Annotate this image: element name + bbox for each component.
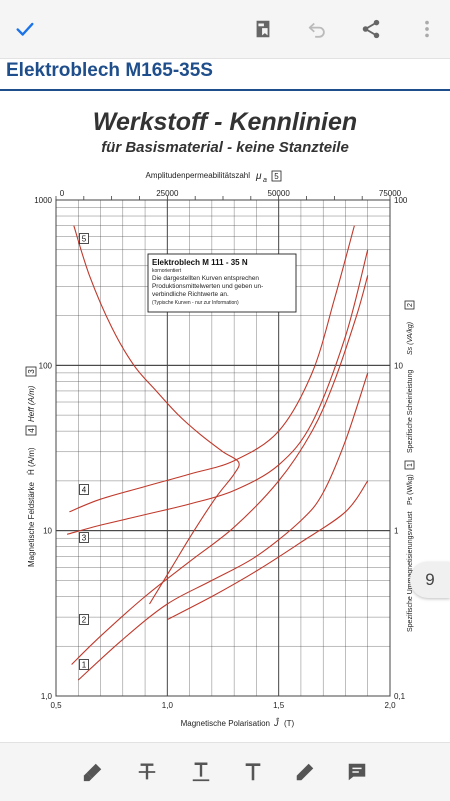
document-page[interactable]: Werkstoff - Kennlinien für Basismaterial …: [0, 92, 450, 737]
top-tick-label: 25000: [156, 189, 179, 198]
annotation-toolbar: [0, 742, 450, 801]
check-icon[interactable]: [10, 14, 40, 44]
curve-3: [66, 249, 369, 535]
y-label-left-text: Magnetische Feldstärke: [27, 482, 36, 567]
x-axis-unit: (T): [284, 719, 295, 728]
y-label-right2-text: Spezifische Ummagnetisierungsverlust: [407, 511, 414, 632]
curve-label: 2: [82, 616, 87, 625]
y-label-right2-box-text: 1: [407, 463, 414, 467]
curve-box-5-top: [271, 170, 282, 182]
title-underline: [0, 89, 450, 91]
info-box-title: Elektroblech M 111 - 35 N: [152, 258, 248, 267]
y-label-right-sym: Ss (VA/kg): [407, 322, 414, 355]
info-box-line: (Typische Kurven - nur zur Information): [152, 300, 239, 306]
share-icon[interactable]: [356, 14, 386, 44]
y-tick-label-right: 1: [394, 527, 399, 536]
x-tick-label: 1,0: [162, 701, 174, 710]
curve-4: [69, 225, 355, 513]
x-tick-label: 1,5: [273, 701, 285, 710]
more-icon[interactable]: [412, 14, 442, 44]
chart-subtitle: für Basismaterial - keine Stanzteile: [101, 139, 349, 156]
curve-label-box: [79, 532, 89, 543]
y-label-right2-box: [404, 460, 415, 470]
strikethrough-icon[interactable]: [132, 757, 162, 787]
top-tick-label: 50000: [268, 189, 291, 198]
curve-label: 3: [82, 534, 87, 543]
y-label-left-box4: [25, 425, 37, 436]
info-box-line: kornorientiert: [152, 268, 182, 274]
x-axis-label: Magnetische Polarisation: [181, 719, 270, 728]
y-label-right2-sym: Ps (W/kg): [407, 474, 414, 505]
undo-icon[interactable]: [302, 14, 332, 44]
y-label-right-box: [404, 300, 415, 310]
top-axis-label: Amplitudenpermeabilitätszahl: [146, 171, 251, 180]
info-box-line: Die dargestellten Kurven entsprechen: [152, 275, 259, 282]
x-tick-label: 2,0: [384, 701, 396, 710]
curve-label-box: [79, 614, 89, 625]
curve-label: 5: [82, 235, 87, 244]
y-axis-label-right: Spezifische Ummagnetisierungsverlust Ps (…: [404, 300, 415, 632]
curve-label: 4: [82, 486, 87, 495]
curve-5: [73, 225, 240, 605]
curve-1: [77, 372, 369, 681]
document-title: Elektroblech M165-35S: [6, 60, 213, 81]
top-axis-symbol: μ: [255, 171, 262, 182]
y-tick-label-left: 10: [43, 527, 52, 536]
y-tick-label-right: 10: [394, 361, 403, 370]
x-tick-label: 0,5: [50, 701, 62, 710]
info-box: [147, 253, 297, 313]
info-box-line: verbindliche Richtwerte an.: [152, 291, 229, 298]
curve-label-box: [79, 659, 89, 670]
text-icon[interactable]: [238, 757, 268, 787]
top-tick-label: 0: [60, 189, 65, 198]
pen-icon[interactable]: [290, 757, 320, 787]
bookmark-icon[interactable]: [248, 14, 278, 44]
y-tick-label-left: 1000: [34, 196, 52, 205]
y-label-left-sym2: Heff (A/m): [27, 385, 36, 422]
curve-2: [71, 275, 369, 665]
curve-label-box: [79, 484, 89, 495]
chart-curves: [66, 225, 369, 681]
chart-title: Werkstoff - Kennlinien: [93, 108, 357, 136]
info-box-line: Produktionsmittelwerten und geben un-: [152, 283, 263, 290]
y-label-left-sym: Ĥ (A/m): [27, 447, 36, 475]
top-tick-label: 75000: [379, 189, 402, 198]
y-label-left-box4-text: 4: [27, 428, 36, 433]
top-axis-box-label: 5: [274, 172, 279, 181]
comment-icon[interactable]: [342, 757, 372, 787]
y-tick-label-left: 100: [39, 361, 53, 370]
y-label-left-box3: [25, 366, 37, 377]
characteristic-chart: Werkstoff - Kennlinien für Basismaterial …: [25, 108, 415, 728]
top-axis-symbol-sub: a: [263, 177, 267, 184]
curve-label-box: [79, 233, 89, 244]
curve-label: 1: [82, 661, 87, 670]
top-toolbar: [0, 0, 450, 59]
y-label-left-box3-text: 3: [27, 369, 36, 374]
highlighter-icon[interactable]: [78, 757, 108, 787]
page-number-badge[interactable]: 9: [410, 562, 450, 598]
y-tick-label-left: 1,0: [41, 692, 53, 701]
underline-icon[interactable]: [186, 757, 216, 787]
y-label-right-text: Spezifische Scheinleistung: [407, 370, 414, 453]
y-tick-label-right: 100: [394, 196, 408, 205]
x-axis-symbol: Ĵ: [273, 718, 280, 728]
curve-extra: [167, 480, 369, 621]
y-axis-label-left: Magnetische Feldstärke Ĥ (A/m) 4 Heff (A/m)…: [25, 366, 37, 567]
y-tick-label-right: 0,1: [394, 692, 406, 701]
y-label-right-box-text: 2: [407, 303, 414, 307]
